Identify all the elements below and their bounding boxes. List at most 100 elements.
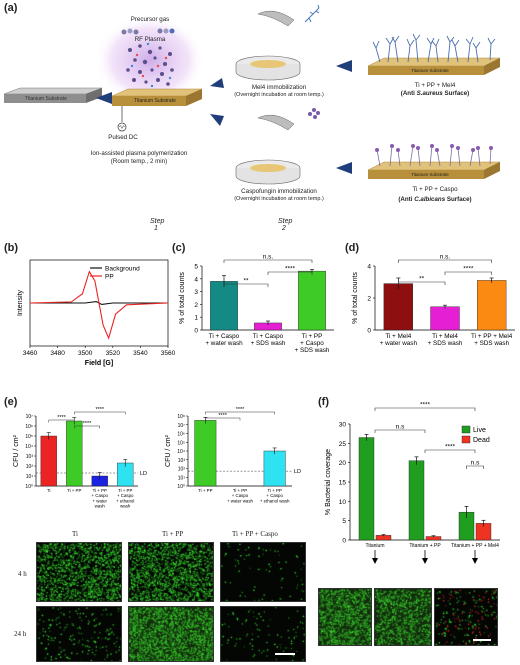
y-tick-label: 10⁰ xyxy=(177,484,185,490)
sig-bracket xyxy=(223,259,313,263)
category-label: Titanium + PP + Mel4 xyxy=(451,543,499,549)
caspofungin-immobilization-label: Caspofungin immobilization xyxy=(241,188,317,195)
plasma-particles-blue xyxy=(130,42,172,88)
category-label: + Caspo xyxy=(232,493,249,498)
result2-substrate-front xyxy=(368,170,484,179)
series-line-pp xyxy=(29,270,169,340)
room-temp-label: (Room temp., 2 min) xyxy=(110,158,168,165)
y-tick-label: 10⁰ xyxy=(25,484,33,490)
category-label: + Caspo xyxy=(117,493,134,498)
x-tick-label: 3560 xyxy=(161,350,175,357)
micro-col-tipp: Ti + PP xyxy=(162,530,184,538)
category-label: Ti + PP xyxy=(93,488,107,493)
bar xyxy=(194,420,217,487)
y-tick-label: 0 xyxy=(367,328,371,335)
y-tick-label: 2 xyxy=(194,302,198,309)
micrograph-tipp-24h xyxy=(128,606,214,662)
plasma-glow xyxy=(95,15,205,105)
micrograph-ti-4h xyxy=(36,542,122,602)
category-label: + ethanol wash xyxy=(260,498,290,503)
sig-bracket xyxy=(398,281,446,285)
sig-label: ** xyxy=(419,276,425,283)
micro-row-4h: 4 h xyxy=(18,570,27,578)
caspofungin-molecule-icon xyxy=(308,108,320,119)
down-arrow-head xyxy=(472,558,478,564)
sig-label: **** xyxy=(236,407,245,413)
arrow-1 xyxy=(96,92,112,104)
plain-substrate-top xyxy=(3,87,103,95)
panel-label-a: (a) xyxy=(4,2,18,14)
category-label: + Caspo xyxy=(92,493,109,498)
sig-label: n.s. xyxy=(440,254,451,261)
y-tick-label: 25 xyxy=(339,441,347,448)
mel4-immobilization-label: Mel4 immobilization xyxy=(251,84,307,91)
legend-label: Background xyxy=(105,266,140,273)
sig-label: **** xyxy=(285,266,296,273)
category-label: + water xyxy=(92,498,107,503)
y-axis-label: Intensity xyxy=(17,289,24,316)
category-label: Ti + PP xyxy=(67,488,81,493)
y-tick-label: 10² xyxy=(178,467,186,473)
lod-label: LD xyxy=(140,471,147,477)
pipette-bottom xyxy=(257,114,295,131)
category-label: + water wash xyxy=(380,340,418,347)
result1-peptide-brushes xyxy=(372,33,496,63)
result2-subtitle: (Anti C.albicans Surface) xyxy=(398,196,472,203)
sig-bracket xyxy=(267,271,313,275)
y-tick-label: 4 xyxy=(194,276,198,283)
sig-label: n.s. xyxy=(263,254,274,261)
coated-substrate-front xyxy=(112,96,186,106)
bar xyxy=(476,280,507,331)
pulsed-dc-label: Pulsed DC xyxy=(108,134,138,141)
micrograph-tippcaspo-24h xyxy=(220,606,306,662)
micro-col-ti: Ti xyxy=(72,530,78,538)
x-tick-label: 3540 xyxy=(133,350,148,357)
result1-substrate-top xyxy=(367,57,501,67)
sig-bracket xyxy=(205,411,275,415)
category-label: + SDS wash xyxy=(251,340,286,347)
bar xyxy=(263,450,286,487)
category-label: Ti + Caspo xyxy=(253,333,284,340)
category-label: + Caspo xyxy=(300,340,324,347)
panel-label-f: (f) xyxy=(318,396,329,408)
plasma-particles-accent xyxy=(135,53,168,78)
y-tick-label: 10² xyxy=(26,464,34,470)
legend-label: Live xyxy=(473,427,486,434)
sig-label: **** xyxy=(463,266,474,273)
x-tick-label: 3480 xyxy=(50,350,65,357)
panel-label-d: (d) xyxy=(345,242,360,254)
y-tick-label: 20 xyxy=(339,460,347,467)
micrograph-f-titanium xyxy=(318,588,372,646)
category-label: wash xyxy=(120,504,131,509)
y-tick-label: 10⁸ xyxy=(177,414,185,420)
precursor-molecules xyxy=(121,28,175,35)
y-tick-label: 5 xyxy=(194,264,198,271)
result1-title: Ti + PP + Mel4 xyxy=(414,82,456,89)
chart-b-epr: 3460 3480 3500 3520 3540 3560 Field [G] Intensi… xyxy=(17,259,175,367)
result2-caspo-brushes xyxy=(376,145,492,167)
result2-substrate-label: Titanium Substrate xyxy=(411,172,449,177)
rf-plasma-label: RF Plasma xyxy=(134,36,166,43)
y-tick-label: 10¹ xyxy=(26,474,34,480)
overnight-label-2: (Overnight incubation at room temp.) xyxy=(234,196,324,202)
y-tick-label: 4 xyxy=(367,264,371,271)
y-axis-label: % Bacterial coverage xyxy=(325,449,332,515)
bar-live xyxy=(408,460,425,541)
sig-bracket xyxy=(466,465,484,469)
arrow-2 xyxy=(210,78,224,88)
x-axis-label: Field [G] xyxy=(85,360,113,367)
micro-col-tippcaspo: Ti + PP + Caspo xyxy=(232,530,278,538)
micrograph-f-titanium-pp xyxy=(374,588,432,646)
category-label: + water wash xyxy=(227,498,254,503)
scale-bar-e xyxy=(275,653,295,655)
step2-label: Step 2 xyxy=(278,218,293,232)
y-tick-label: 10⁴ xyxy=(25,444,33,450)
scheme-diagram xyxy=(3,4,501,185)
category-label: + ethanol xyxy=(116,498,134,503)
y-tick-label: 1 xyxy=(194,315,198,322)
micro-row-24h: 24 h xyxy=(14,630,27,638)
micrograph-tipp-4h xyxy=(128,542,214,602)
legend-swatch xyxy=(461,425,471,434)
y-axis-label: % of total counts xyxy=(352,272,359,324)
